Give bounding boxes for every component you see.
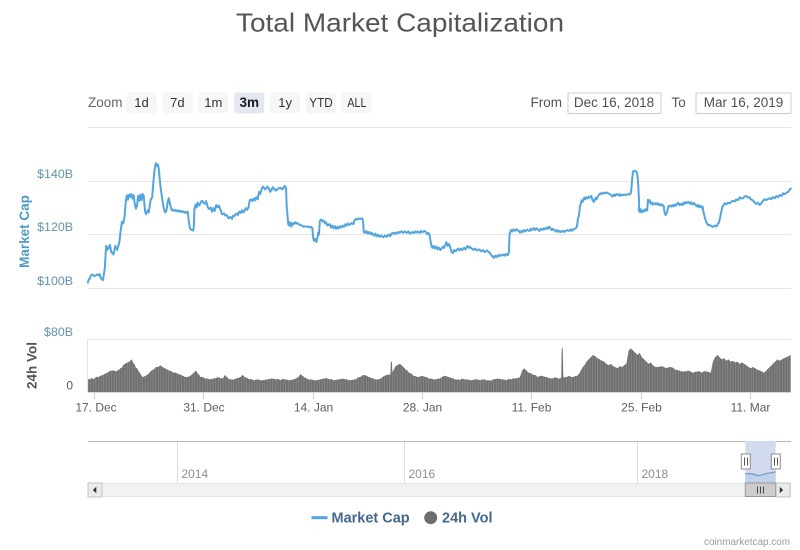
svg-text:14. Jan: 14. Jan (294, 401, 333, 415)
svg-text:28. Jan: 28. Jan (403, 401, 442, 415)
svg-text:11. Mar: 11. Mar (731, 401, 771, 415)
svg-text:Zoom: Zoom (88, 95, 123, 110)
svg-text:3m: 3m (239, 95, 259, 110)
svg-text:7d: 7d (170, 95, 184, 110)
svg-text:17. Dec: 17. Dec (75, 401, 116, 415)
svg-text:11. Feb: 11. Feb (512, 401, 552, 415)
svg-text:Market Cap: Market Cap (17, 195, 32, 268)
svg-text:ALL: ALL (347, 95, 366, 110)
svg-text:2018: 2018 (642, 467, 669, 481)
svg-text:coinmarketcap.com: coinmarketcap.com (704, 536, 790, 548)
svg-text:From: From (531, 95, 563, 110)
svg-text:$100B: $100B (37, 274, 73, 288)
svg-text:Dec 16, 2018: Dec 16, 2018 (574, 95, 654, 110)
svg-text:24h Vol: 24h Vol (25, 342, 40, 389)
svg-text:25. Feb: 25. Feb (621, 401, 662, 415)
svg-text:YTD: YTD (309, 95, 333, 110)
svg-text:$80B: $80B (44, 325, 73, 339)
svg-text:1y: 1y (278, 95, 292, 110)
svg-text:$140B: $140B (37, 167, 73, 181)
svg-text:Mar 16, 2019: Mar 16, 2019 (704, 95, 784, 110)
svg-text:2014: 2014 (182, 467, 209, 481)
svg-text:Total Market Capitalization: Total Market Capitalization (236, 8, 564, 38)
svg-text:$120B: $120B (37, 220, 73, 234)
svg-text:0: 0 (66, 379, 73, 393)
svg-text:Market Cap: Market Cap (332, 511, 410, 527)
svg-text:2016: 2016 (409, 467, 436, 481)
svg-text:1d: 1d (134, 95, 148, 110)
svg-text:24h Vol: 24h Vol (442, 511, 493, 527)
svg-text:31. Dec: 31. Dec (183, 401, 224, 415)
svg-text:1m: 1m (204, 95, 222, 110)
svg-text:To: To (672, 95, 686, 110)
